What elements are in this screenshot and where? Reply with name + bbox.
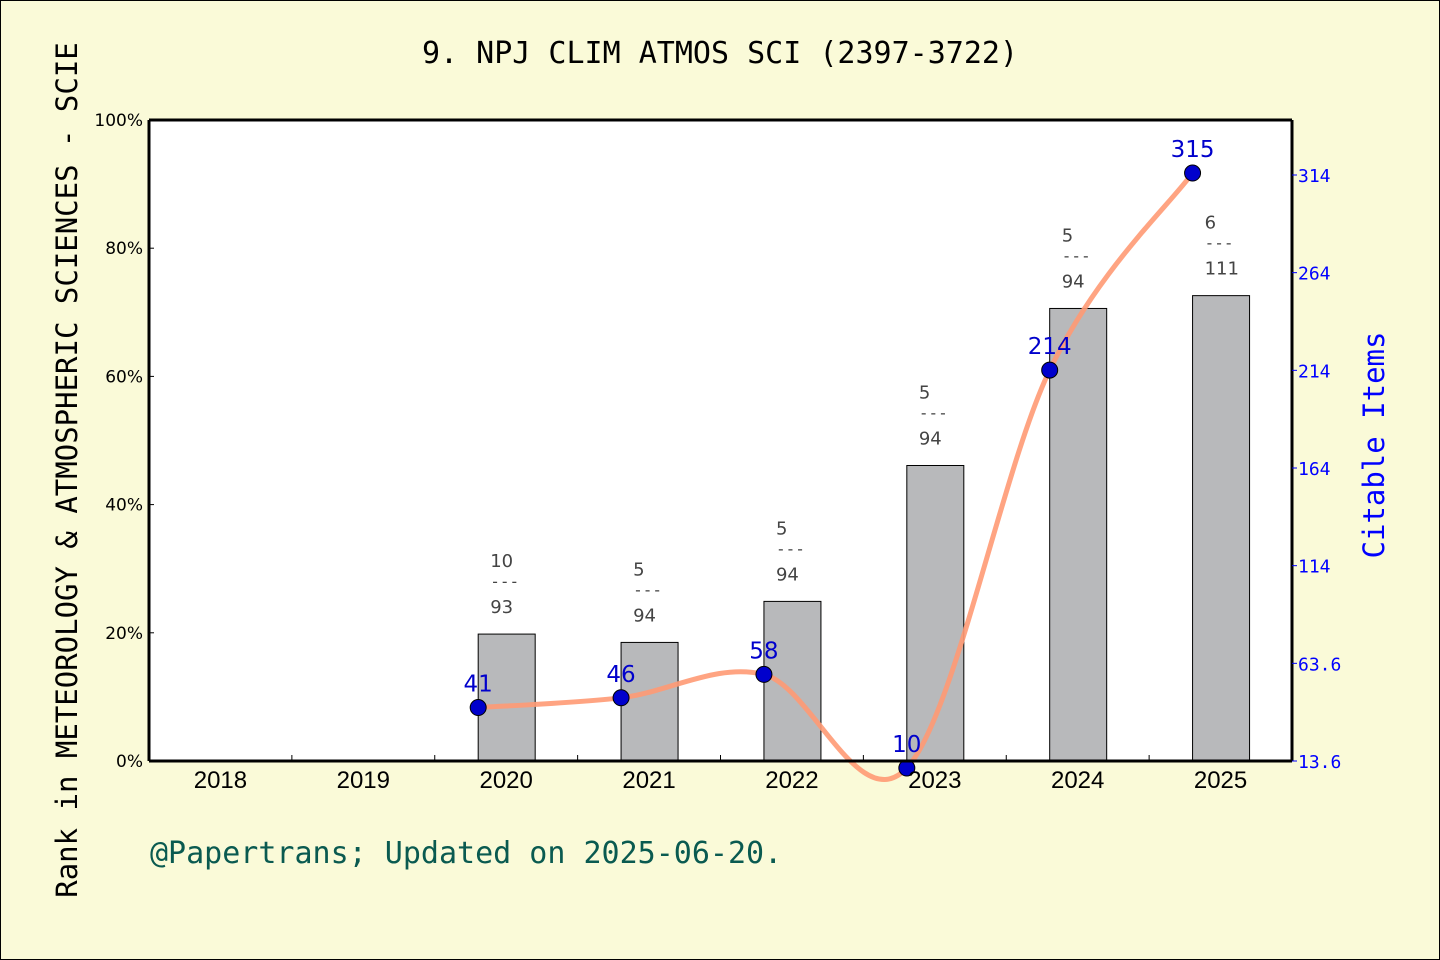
rank-divider: --- [776, 539, 805, 558]
left-tick-label: 100% [94, 111, 143, 131]
total-label: 94 [919, 428, 942, 449]
rank-label: 5 [633, 559, 644, 580]
right-tick-label: 114 [1298, 557, 1331, 578]
rank-divider: --- [1062, 246, 1091, 265]
plot-area [149, 120, 1292, 761]
bar-2022 [763, 600, 822, 762]
point-label: 41 [464, 672, 493, 698]
data-point-2022 [755, 665, 773, 683]
rank-label: 5 [919, 382, 930, 403]
rank-label: 5 [776, 518, 787, 539]
x-tick-label: 2025 [1194, 767, 1247, 794]
total-label: 94 [776, 564, 799, 585]
bar-2020 [477, 633, 536, 762]
total-label: 94 [633, 605, 656, 626]
x-tick-label: 2023 [908, 767, 961, 794]
left-tick-label: 40% [105, 496, 143, 516]
data-point-2020 [469, 699, 487, 717]
rank-label: 5 [1062, 225, 1073, 246]
right-tick-label: 214 [1298, 361, 1331, 382]
point-label: 10 [892, 732, 921, 758]
point-label: 315 [1171, 137, 1215, 163]
point-label: 214 [1028, 334, 1072, 360]
x-tick-label: 2018 [194, 767, 247, 794]
left-tick-label: 0% [116, 752, 143, 772]
left-tick-label: 80% [105, 239, 143, 259]
rank-label: 10 [490, 551, 513, 572]
bar-2021 [620, 641, 679, 762]
left-tick-label: 20% [105, 624, 143, 644]
right-tick-label: 264 [1298, 264, 1331, 285]
data-point-2021 [612, 689, 630, 707]
x-tick-label: 2022 [765, 767, 818, 794]
point-label: 46 [606, 662, 635, 688]
right-tick-label: 63.6 [1298, 654, 1341, 675]
right-tick-label: 13.6 [1298, 752, 1341, 773]
left-tick-label: 60% [105, 367, 143, 387]
x-tick-label: 2019 [337, 767, 390, 794]
rank-divider: --- [919, 403, 948, 422]
bar-2025 [1192, 295, 1251, 762]
x-tick-label: 2020 [479, 767, 532, 794]
right-tick-label: 164 [1298, 459, 1331, 480]
rank-divider: --- [490, 572, 519, 591]
data-point-2025 [1184, 164, 1202, 182]
rank-label: 6 [1205, 213, 1216, 234]
right-tick-label: 314 [1298, 166, 1331, 187]
x-tick-label: 2021 [622, 767, 675, 794]
chart-title: 9. NPJ CLIM ATMOS SCI (2397-3722) [421, 36, 1019, 71]
total-label: 111 [1205, 259, 1239, 280]
x-tick-label: 2024 [1051, 767, 1104, 794]
footer-credit: @Papertrans; Updated on 2025-06-20. [150, 836, 783, 871]
data-point-2024 [1041, 361, 1059, 379]
point-label: 58 [749, 638, 778, 664]
bar-2024 [1049, 307, 1108, 762]
rank-divider: --- [633, 580, 662, 599]
total-label: 94 [1062, 271, 1085, 292]
rank-divider: --- [1205, 234, 1234, 253]
total-label: 93 [490, 597, 513, 618]
